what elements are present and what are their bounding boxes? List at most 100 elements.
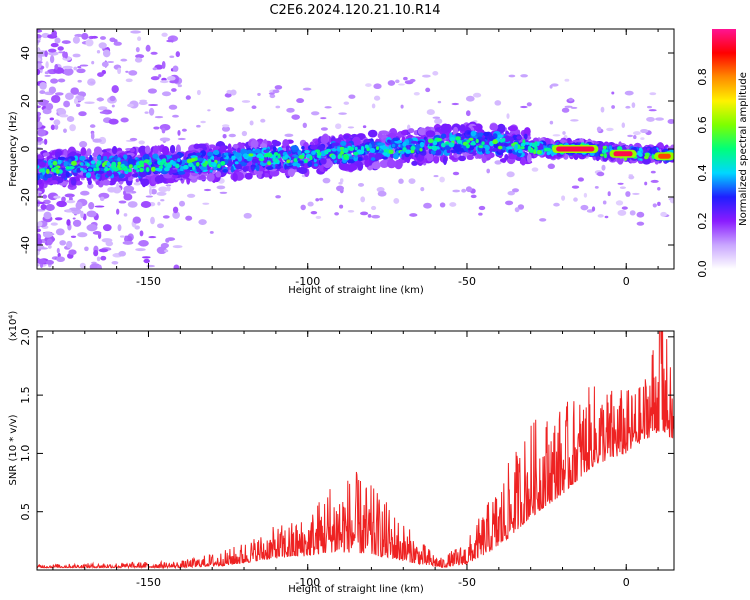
heatmap-cell bbox=[655, 117, 664, 121]
heatmap-cell bbox=[291, 114, 300, 120]
heatmap-cell bbox=[489, 123, 499, 131]
heatmap-cell bbox=[286, 159, 291, 164]
heatmap-cell bbox=[667, 118, 674, 125]
heatmap-cell bbox=[136, 165, 141, 169]
heatmap-cell bbox=[54, 217, 63, 221]
heatmap-cell bbox=[604, 215, 609, 219]
heatmap-cell bbox=[564, 105, 573, 108]
heatmap-cell bbox=[135, 46, 140, 53]
heatmap-cell bbox=[478, 205, 486, 211]
heatmap-cell bbox=[288, 162, 292, 166]
heatmap-cell bbox=[570, 106, 578, 109]
chart-title: C2E6.2024.120.21.10.R14 bbox=[269, 3, 440, 18]
heatmap-cell bbox=[660, 211, 667, 217]
heatmap-cell bbox=[98, 248, 109, 253]
heatmap-cell bbox=[232, 143, 239, 149]
y-tick-label: 0.5 bbox=[19, 503, 32, 520]
heatmap-cell bbox=[44, 71, 49, 75]
heatmap-cell bbox=[57, 156, 66, 161]
heatmap-cell bbox=[450, 137, 455, 142]
heatmap-cell bbox=[37, 111, 42, 117]
heatmap-cell bbox=[73, 155, 79, 162]
heatmap-cell bbox=[165, 184, 172, 187]
heatmap-cell bbox=[74, 180, 83, 186]
heatmap-cell bbox=[409, 213, 418, 217]
heatmap-cell bbox=[113, 41, 122, 46]
heatmap-cell bbox=[125, 78, 133, 83]
heatmap-cell bbox=[150, 216, 155, 225]
heatmap-cell bbox=[37, 250, 40, 256]
heatmap-cell bbox=[517, 150, 523, 154]
heatmap-cell bbox=[206, 172, 215, 182]
heatmap-cell bbox=[633, 135, 637, 140]
heatmap-cell bbox=[137, 36, 142, 41]
heatmap-cell bbox=[85, 38, 94, 47]
heatmap-cell bbox=[54, 63, 59, 70]
heatmap-cell bbox=[69, 166, 75, 170]
heatmap-cell bbox=[85, 172, 91, 178]
heatmap-cell bbox=[399, 150, 405, 155]
heatmap-cell bbox=[97, 174, 101, 178]
heatmap-cell bbox=[506, 171, 515, 178]
heatmap-cell bbox=[251, 105, 257, 109]
heatmap-cell bbox=[468, 137, 474, 141]
heatmap-cell bbox=[408, 128, 415, 134]
heatmap-cell bbox=[97, 72, 104, 77]
heatmap-cell bbox=[154, 115, 164, 119]
heatmap-cell bbox=[102, 179, 111, 186]
heatmap-cell bbox=[570, 119, 579, 122]
heatmap-cell bbox=[607, 191, 611, 197]
heatmap-cell bbox=[118, 250, 127, 257]
heatmap-cell bbox=[170, 169, 178, 174]
heatmap-cell bbox=[388, 149, 394, 155]
heatmap-cell bbox=[248, 153, 254, 157]
heatmap-cell bbox=[284, 163, 288, 170]
heatmap-cell bbox=[127, 201, 138, 208]
heatmap-cell bbox=[520, 146, 525, 150]
heatmap-cell bbox=[249, 120, 254, 126]
heatmap-cell bbox=[101, 61, 109, 68]
heatmap-cell bbox=[158, 186, 168, 193]
heatmap-cell bbox=[307, 161, 313, 167]
heatmap-cell bbox=[96, 49, 101, 54]
heatmap-cell bbox=[88, 201, 95, 210]
heatmap-cell bbox=[108, 118, 119, 125]
heatmap-cell bbox=[603, 153, 608, 159]
y-tick-label: 40 bbox=[19, 46, 32, 60]
heatmap-cell bbox=[202, 202, 210, 205]
heatmap-cell bbox=[40, 140, 45, 144]
heatmap-cell bbox=[511, 188, 520, 193]
heatmap-cell bbox=[37, 174, 41, 181]
heatmap-cell bbox=[128, 164, 133, 169]
x-tick-label: -100 bbox=[295, 576, 320, 589]
heatmap-cell bbox=[86, 224, 98, 232]
heatmap-cell bbox=[153, 126, 160, 130]
heatmap-cell bbox=[177, 137, 186, 141]
heatmap-cell bbox=[398, 178, 404, 184]
heatmap-cell bbox=[216, 185, 226, 190]
heatmap-cell bbox=[336, 185, 344, 192]
heatmap-cell bbox=[343, 101, 350, 105]
heatmap-cell bbox=[136, 169, 140, 173]
heatmap-cell bbox=[561, 195, 566, 201]
heatmap-cell bbox=[439, 176, 445, 183]
x-tick-label: -100 bbox=[295, 275, 320, 288]
heatmap-cell bbox=[310, 111, 320, 116]
heatmap-cell bbox=[78, 111, 87, 117]
heatmap-cell bbox=[148, 107, 155, 116]
heatmap-cell bbox=[55, 168, 60, 174]
heatmap-cell bbox=[433, 156, 440, 164]
heatmap-cell bbox=[296, 98, 305, 104]
heatmap-cell bbox=[130, 30, 142, 34]
heatmap-cell bbox=[234, 163, 242, 170]
heatmap-cell bbox=[433, 145, 438, 151]
heatmap-cell bbox=[461, 188, 467, 193]
spectrogram-panel: -150 -100 -50 0 40 20 0 -20 -40 Height of straig… bbox=[8, 28, 675, 296]
heatmap-cell bbox=[42, 231, 53, 238]
heatmap-cell bbox=[617, 182, 624, 185]
heatmap-cell bbox=[117, 161, 122, 165]
heatmap-cell bbox=[79, 155, 86, 161]
heatmap-cell bbox=[320, 127, 328, 131]
heatmap-cell bbox=[99, 196, 105, 202]
heatmap-cell bbox=[298, 155, 305, 159]
